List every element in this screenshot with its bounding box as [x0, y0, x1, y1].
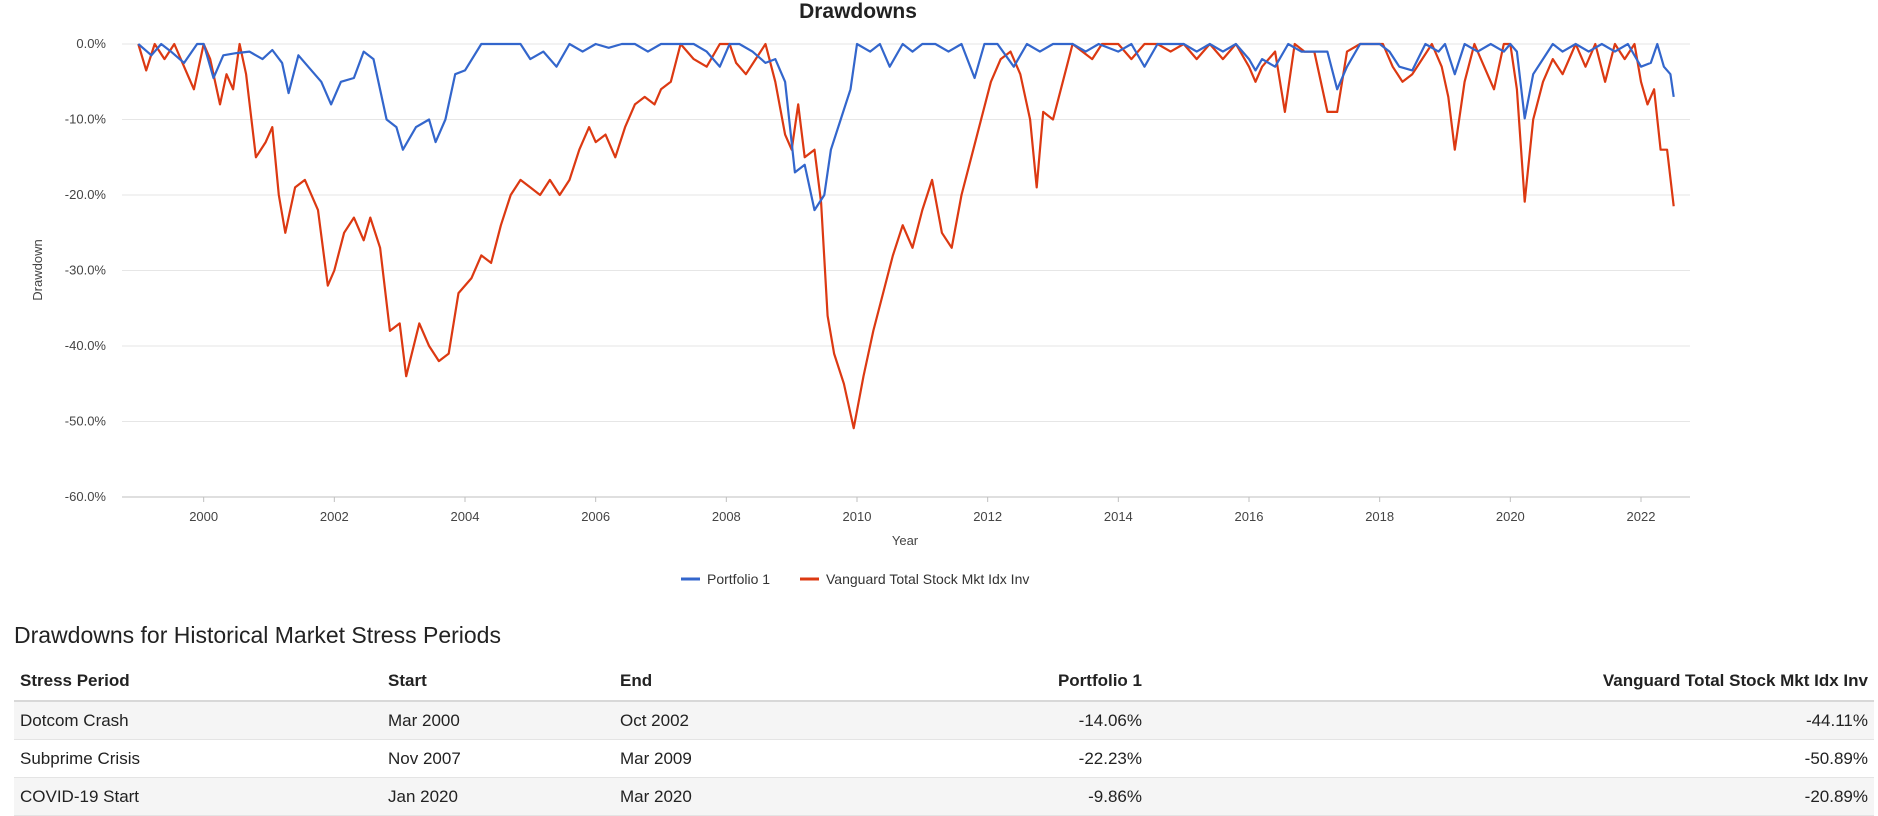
x-tick-label: 2010	[843, 509, 872, 524]
series-line-portfolio-1[interactable]	[137, 42, 1675, 212]
cell-end: Oct 2002	[614, 701, 846, 740]
table-header-row: Stress Period Start End Portfolio 1 Vang…	[14, 662, 1874, 702]
x-tick-label: 2012	[973, 509, 1002, 524]
cell-portfolio-1: -9.86%	[846, 777, 1148, 816]
x-tick-label: 2002	[320, 509, 349, 524]
cell-vanguard: -20.89%	[1148, 777, 1874, 816]
stress-periods-table: Stress Period Start End Portfolio 1 Vang…	[14, 662, 1874, 816]
col-header-portfolio-1[interactable]: Portfolio 1	[846, 662, 1148, 702]
col-header-stress-period[interactable]: Stress Period	[14, 662, 382, 702]
cell-stress-period: Dotcom Crash	[14, 701, 382, 740]
stress-periods-title: Drawdowns for Historical Market Stress P…	[14, 622, 501, 648]
x-tick-label: 2006	[581, 509, 610, 524]
x-tick-label: 2020	[1496, 509, 1525, 524]
y-tick-label: 0.0%	[76, 36, 106, 51]
x-axis-label: Year	[892, 533, 919, 548]
chart-title: Drawdowns	[799, 0, 917, 23]
y-tick-label: -50.0%	[65, 414, 107, 429]
drawdowns-chart-svg: Drawdowns 0.0% -10.0% -20.0% -30.0% -40.0% -5…	[30, 0, 1690, 587]
axes: 0.0% -10.0% -20.0% -30.0% -40.0% -50.0% -60.0%…	[65, 36, 1690, 524]
legend-label-vanguard[interactable]: Vanguard Total Stock Mkt Idx Inv	[826, 571, 1029, 587]
chart-legend[interactable]: Portfolio 1 Vanguard Total Stock Mkt Idx…	[681, 571, 1029, 587]
cell-end: Mar 2009	[614, 739, 846, 778]
cell-start: Mar 2000	[382, 701, 614, 740]
table-row: Dotcom Crash Mar 2000 Oct 2002 -14.06% -…	[14, 701, 1874, 740]
cell-vanguard: -50.89%	[1148, 739, 1874, 778]
x-tick-label: 2008	[712, 509, 741, 524]
x-tick-label: 2016	[1235, 509, 1264, 524]
series-lines	[137, 42, 1675, 430]
table-row: Subprime Crisis Nov 2007 Mar 2009 -22.23…	[14, 739, 1874, 778]
x-tick-label: 2022	[1627, 509, 1656, 524]
y-tick-label: -10.0%	[65, 112, 107, 127]
cell-stress-period: COVID-19 Start	[14, 777, 382, 816]
y-tick-label: -20.0%	[65, 187, 107, 202]
x-tick-label: 2000	[189, 509, 218, 524]
drawdowns-chart: Drawdowns 0.0% -10.0% -20.0% -30.0% -40.0% -5…	[30, 0, 1690, 587]
table-row: COVID-19 Start Jan 2020 Mar 2020 -9.86% …	[14, 777, 1874, 816]
legend-label-portfolio-1[interactable]: Portfolio 1	[707, 571, 770, 587]
col-header-vanguard[interactable]: Vanguard Total Stock Mkt Idx Inv	[1148, 662, 1874, 702]
y-axis-label: Drawdown	[30, 239, 45, 300]
cell-portfolio-1: -14.06%	[846, 701, 1148, 740]
x-tick-label: 2018	[1365, 509, 1394, 524]
cell-start: Nov 2007	[382, 739, 614, 778]
x-tick-label: 2014	[1104, 509, 1133, 524]
series-line-vanguard[interactable]	[137, 42, 1675, 430]
y-tick-label: -40.0%	[65, 338, 107, 353]
col-header-start[interactable]: Start	[382, 662, 614, 702]
x-tick-label: 2004	[451, 509, 480, 524]
grid-lines	[122, 43, 1690, 498]
y-tick-label: -30.0%	[65, 263, 107, 278]
y-tick-label: -60.0%	[65, 489, 107, 504]
cell-vanguard: -44.11%	[1148, 701, 1874, 740]
cell-portfolio-1: -22.23%	[846, 739, 1148, 778]
col-header-end[interactable]: End	[614, 662, 846, 702]
cell-stress-period: Subprime Crisis	[14, 739, 382, 778]
cell-start: Jan 2020	[382, 777, 614, 816]
cell-end: Mar 2020	[614, 777, 846, 816]
